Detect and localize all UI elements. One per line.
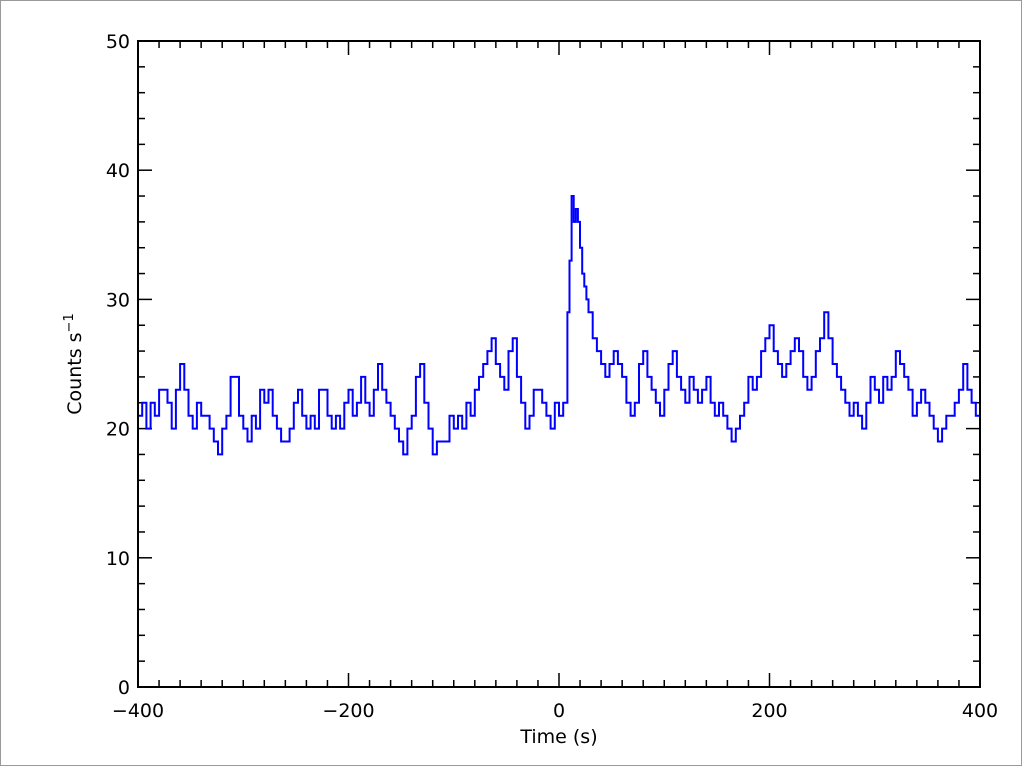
- y-axis-label-superscript: −1: [62, 313, 77, 332]
- y-tick-label: 20: [106, 419, 130, 441]
- x-tick-label: 400: [962, 700, 998, 722]
- plot-area-frame: [137, 40, 981, 688]
- y-tick-labels: 0 10 20 30 40 50: [106, 31, 130, 699]
- y-tick-label: 10: [106, 548, 130, 570]
- x-tick-labels: −400 −200 0 200 400: [112, 700, 998, 722]
- x-tick-label: −400: [112, 700, 164, 722]
- y-axis-label: Counts s−1: [62, 313, 86, 414]
- y-tick-label: 50: [106, 31, 130, 53]
- y-tick-label: 30: [106, 289, 130, 311]
- x-tick-label: 0: [553, 700, 565, 722]
- series-line: [138, 195, 980, 456]
- y-tick-label: 0: [118, 677, 130, 699]
- x-tick-label: 200: [751, 700, 787, 722]
- tick-marks: [137, 40, 981, 688]
- y-tick-label: 40: [106, 160, 130, 182]
- x-axis-label: Time (s): [519, 726, 597, 748]
- x-tick-label: −200: [322, 700, 374, 722]
